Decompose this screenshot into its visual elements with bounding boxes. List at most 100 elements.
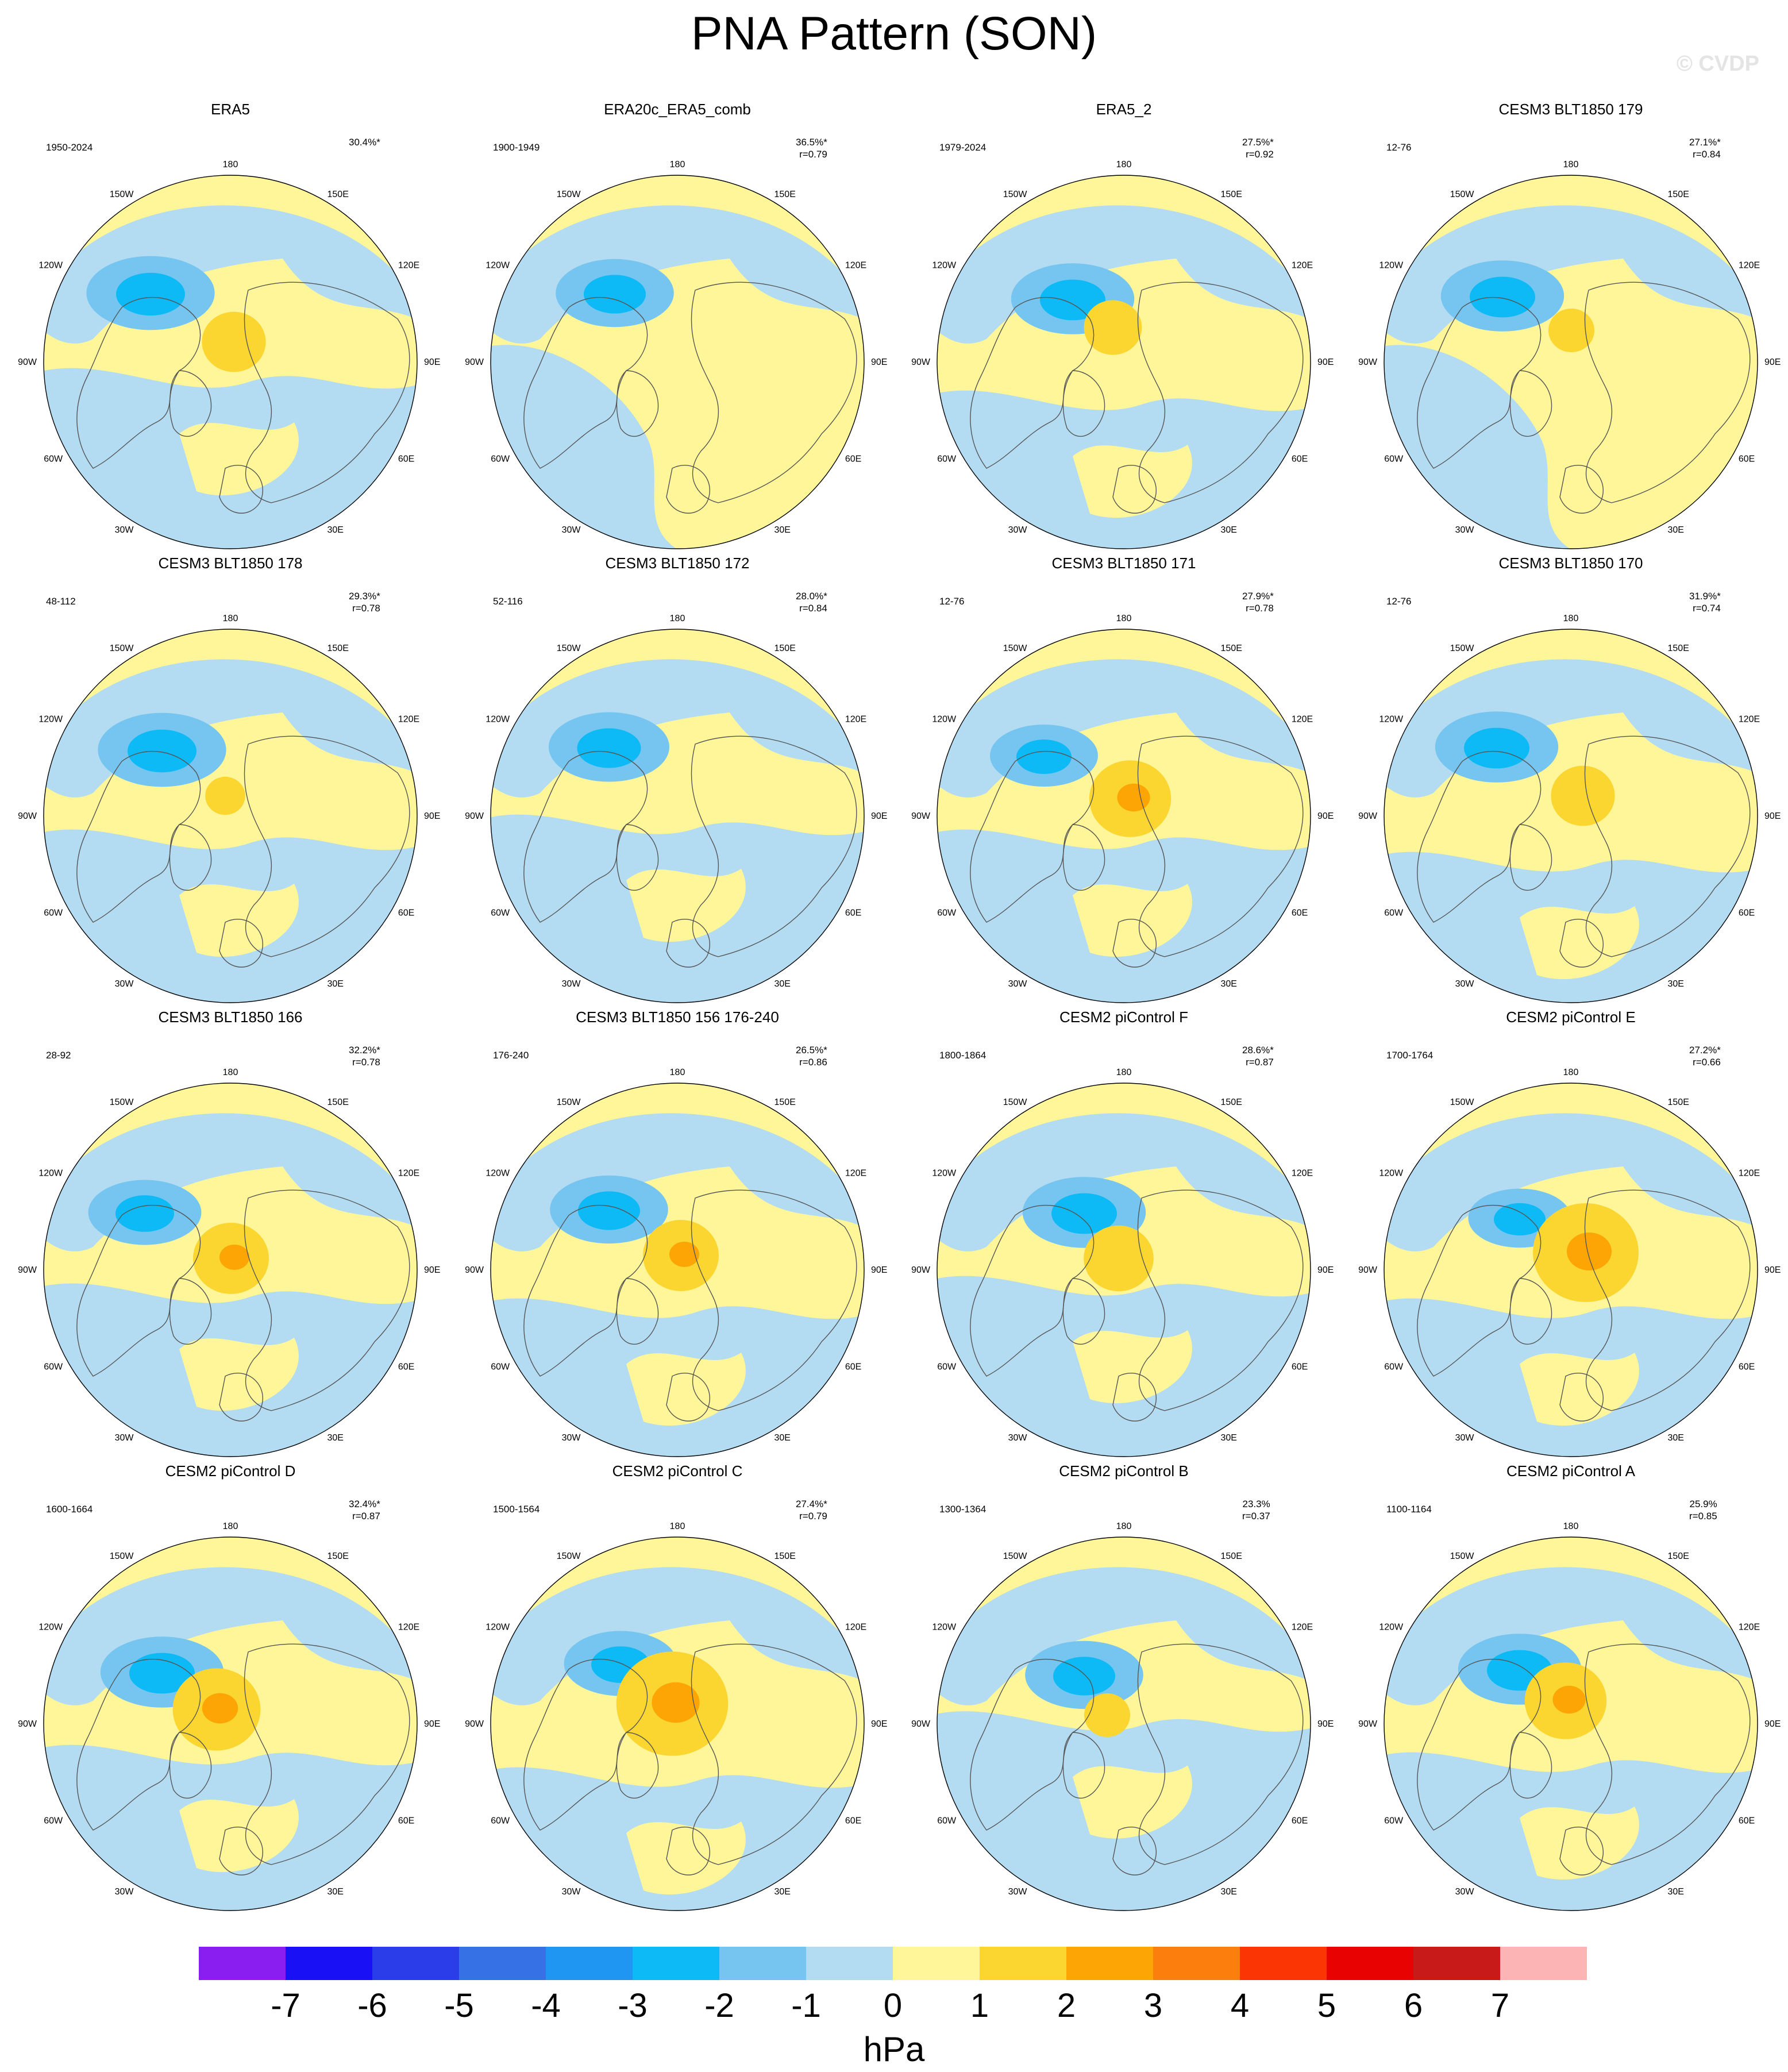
longitude-label: 90W [465, 1265, 484, 1275]
colorbar-tick-label: 0 [884, 1987, 902, 2024]
coastlines [76, 1189, 410, 1422]
variance-explained: 32.4%* [349, 1499, 380, 1509]
coastlines [970, 735, 1304, 968]
colorbar-tick-label: -3 [618, 1987, 648, 2024]
longitude-label: 120E [1739, 261, 1760, 271]
longitude-label: 150E [774, 1097, 796, 1107]
polar-map: 180150E120E90E60E30E030W60W90W120W150W [18, 1522, 440, 1911]
longitude-label: 120E [1739, 715, 1760, 725]
longitude-label: 60W [491, 908, 510, 918]
negative-belt [937, 205, 1311, 344]
longitude-label: 120W [1379, 261, 1404, 271]
colorbar-tick-label: -5 [444, 1987, 474, 2024]
longitude-label: 180 [1563, 1068, 1579, 1077]
polar-map: 180150E120E90E60E30E030W60W90W120W150W [1358, 614, 1781, 1003]
map-border [937, 175, 1311, 549]
map-border [937, 1536, 1311, 1911]
longitude-label: 150W [110, 644, 134, 653]
map-border [937, 629, 1311, 1003]
longitude-label: 60E [845, 1362, 861, 1372]
polar-map: 180150E120E90E60E30E030W60W90W120W150W [18, 1068, 440, 1457]
low-contour-inner [115, 1195, 174, 1232]
longitude-label: 180 [1116, 614, 1132, 623]
coastlines [1417, 1189, 1751, 1422]
longitude-label: 30E [774, 979, 791, 989]
colorbar-swatch [286, 1947, 372, 1980]
colorbar-tick-label: -4 [531, 1987, 561, 2024]
panel-stats: 28.0%* r=0.84 [796, 590, 827, 614]
longitude-label: 120E [398, 261, 419, 271]
longitude-label: 90E [1317, 811, 1334, 821]
longitude-label: 30W [115, 525, 134, 535]
pattern-correlation: r=0.84 [1693, 149, 1721, 160]
colorbar-swatch [980, 1947, 1066, 1980]
map-border [1384, 1536, 1758, 1911]
colorbar-swatch [199, 1947, 286, 1980]
panel-years: 1979-2024 [939, 142, 987, 153]
variance-explained: 28.6%* [1242, 1045, 1274, 1056]
longitude-label: 30E [1221, 979, 1237, 989]
longitude-label: 150W [557, 644, 581, 653]
longitude-label: 60W [1384, 1362, 1404, 1372]
map-panel: 180150E120E90E60E30E030W60W90W120W150WCE… [7, 1462, 454, 1916]
map-border [43, 1536, 418, 1911]
longitude-label: 150W [557, 190, 581, 199]
positive-lower [179, 1338, 299, 1411]
panel-stats: 27.4%* r=0.79 [796, 1498, 827, 1522]
longitude-label: 120W [932, 261, 957, 271]
variance-explained: 31.9%* [1689, 591, 1721, 602]
pattern-correlation: r=0.79 [799, 1511, 827, 1522]
longitude-label: 60E [398, 1816, 414, 1826]
negative-belt [44, 659, 417, 798]
longitude-label: 60W [1384, 455, 1404, 464]
pattern-correlation: r=0.78 [352, 1057, 380, 1068]
polar-map: 180150E120E90E60E30E030W60W90W120W150W [1358, 1068, 1781, 1457]
longitude-label: 30E [774, 1887, 791, 1897]
negative-belt [44, 205, 417, 344]
longitude-label: 150E [327, 644, 349, 653]
panel-years: 1800-1864 [939, 1050, 987, 1061]
longitude-label: 60E [1739, 1362, 1755, 1372]
panel-years: 1700-1764 [1386, 1050, 1434, 1061]
longitude-label: 90W [18, 1265, 37, 1275]
negative-belt [44, 1567, 417, 1705]
panel-stats: 29.3%* r=0.78 [349, 590, 380, 614]
colorbar-swatch [1500, 1947, 1587, 1980]
longitude-label: 60E [1739, 908, 1755, 918]
polar-map: 180150E120E90E60E30E030W60W90W120W150W [465, 1068, 887, 1457]
map-panel: 180150E120E90E60E30E030W60W90W120W150WCE… [454, 554, 901, 1008]
low-contour-inner [116, 272, 185, 316]
positive-lower [1073, 1330, 1192, 1404]
longitude-label: 150W [1450, 190, 1475, 199]
variance-explained: 27.9%* [1242, 591, 1274, 602]
polar-map: 180150E120E90E60E30E030W60W90W120W150W [465, 160, 887, 549]
map-panel: 180150E120E90E60E30E030W60W90W120W150WER… [7, 101, 454, 554]
longitude-label: 90E [424, 357, 440, 367]
colorbar-units: hPa [863, 2030, 925, 2069]
positive-lower [626, 1353, 746, 1426]
coastlines [1417, 1643, 1751, 1875]
longitude-label: 30E [327, 1887, 344, 1897]
high-contour-outer [1084, 1693, 1130, 1737]
polar-map: 180150E120E90E60E30E030W60W90W120W150W [911, 1068, 1334, 1457]
map-panel: 180150E120E90E60E30E030W60W90W120W150WER… [454, 101, 901, 554]
panel-stats: 23.3% r=0.37 [1242, 1498, 1270, 1522]
longitude-label: 60E [845, 908, 861, 918]
negative-belt [1384, 1567, 1758, 1705]
variance-explained: 36.5%* [796, 137, 827, 148]
longitude-label: 60W [491, 1816, 510, 1826]
longitude-label: 120W [485, 261, 510, 271]
map-panel: 180150E120E90E60E30E030W60W90W120W150WCE… [1347, 101, 1788, 554]
panel-stats: 36.5%* r=0.79 [796, 136, 827, 160]
longitude-label: 30W [1008, 1887, 1028, 1897]
panel-title: ERA20c_ERA5_comb [604, 101, 751, 118]
longitude-label: 120W [38, 1169, 63, 1179]
longitude-label: 30W [1008, 525, 1028, 535]
map-border [490, 1536, 865, 1911]
panel-title: CESM2 piControl F [1059, 1008, 1188, 1026]
longitude-label: 30W [1455, 1887, 1475, 1897]
longitude-label: 150W [1003, 644, 1028, 653]
colorbar-swatch [1327, 1947, 1413, 1980]
longitude-label: 60W [937, 455, 957, 464]
longitude-label: 30W [1008, 1433, 1028, 1443]
